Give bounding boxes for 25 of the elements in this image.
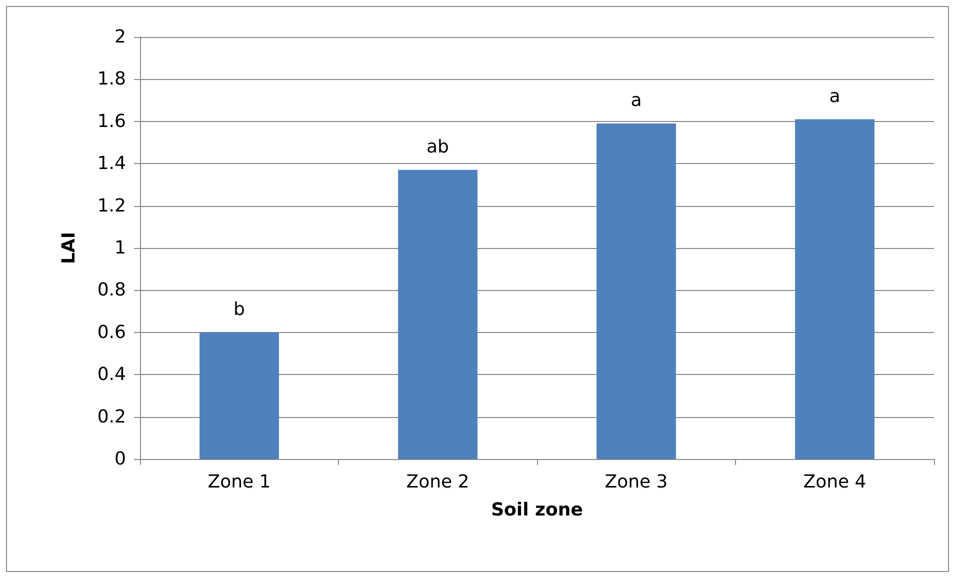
y-tick-label: 1.4	[97, 153, 126, 174]
y-tick-label: 0.6	[97, 322, 126, 343]
annotation: a	[829, 86, 840, 107]
y-tick-label: 0.8	[97, 280, 126, 301]
y-axis-title: LAI	[58, 232, 80, 264]
bar	[795, 119, 874, 459]
x-tick-label: Zone 1	[208, 472, 271, 492]
y-tick-label: 0	[114, 448, 126, 470]
annotation: b	[234, 298, 245, 320]
y-tick-label: 1	[114, 238, 126, 258]
y-tick-label: 2	[114, 26, 126, 48]
annotation: a	[630, 90, 642, 112]
y-tick-label: 1.2	[97, 195, 126, 216]
x-tick-label: Zone 2	[406, 472, 470, 492]
x-tick-label: Zone 4	[803, 472, 866, 492]
bar	[596, 124, 676, 459]
annotation: ab	[426, 136, 449, 158]
y-tick-label: 0.4	[97, 364, 126, 386]
y-tick-label: 0.2	[97, 406, 126, 428]
y-tick-label: 1.6	[97, 110, 126, 132]
x-axis-title: Soil zone	[491, 500, 583, 520]
bar	[200, 332, 279, 459]
x-tick-label: Zone 3	[604, 472, 668, 492]
bar	[398, 170, 478, 459]
y-tick-label: 1.8	[97, 68, 126, 90]
